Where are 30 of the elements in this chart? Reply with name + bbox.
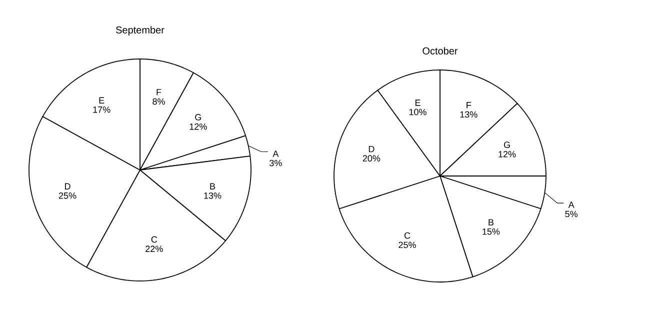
data-label: 12% [190, 123, 207, 130]
data-label: 25% [58, 192, 76, 199]
data-label: 17% [93, 106, 110, 113]
data-label: 13% [460, 111, 478, 118]
slice-label: E [415, 100, 420, 106]
slice-label: B [488, 219, 494, 226]
data-label: 25% [398, 242, 416, 248]
data-label: 12% [498, 150, 516, 158]
slice-label: F [466, 102, 472, 108]
slice-label: E [99, 97, 104, 104]
data-label: 8% [152, 98, 165, 105]
slice-label: B [210, 183, 216, 190]
slice-label: C [404, 232, 410, 239]
slice-label: F [156, 89, 162, 96]
slice-label: D [65, 183, 70, 190]
data-label: 3% [270, 160, 282, 166]
slice-label: A [568, 202, 574, 208]
slice-label: C [151, 236, 158, 243]
slice-label: A [272, 150, 279, 157]
data-label: 15% [482, 228, 500, 235]
slice-label: G [504, 142, 510, 148]
data-label: 5% [565, 210, 578, 218]
chart-title: September [116, 26, 164, 36]
slice-label: D [368, 146, 374, 152]
data-label: 20% [362, 155, 380, 162]
data-label: 22% [146, 246, 163, 252]
chart-title: October [422, 47, 458, 54]
data-label: 13% [204, 192, 222, 199]
slice-label: G [195, 114, 201, 120]
data-label: 10% [409, 108, 426, 116]
